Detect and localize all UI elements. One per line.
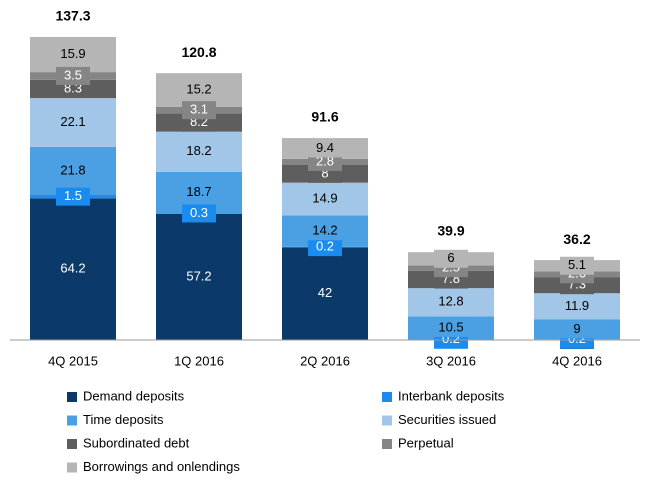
- data-label: 14.9: [312, 191, 337, 206]
- data-label: 15.2: [186, 81, 211, 96]
- data-label: 0.2: [316, 239, 334, 254]
- data-label: 18.7: [186, 184, 211, 199]
- label-box: [308, 139, 342, 158]
- label-box: [560, 297, 594, 316]
- label-box: [308, 284, 342, 303]
- legend-swatch: [67, 392, 77, 402]
- legend-swatch: [382, 439, 392, 449]
- total-label: 120.8: [181, 44, 216, 60]
- label-box: [56, 161, 90, 180]
- data-label: 15.9: [60, 46, 85, 61]
- legend-label: Interbank deposits: [398, 388, 505, 403]
- legend-label: Subordinated debt: [83, 435, 190, 450]
- label-box: [434, 249, 468, 268]
- data-label: 18.2: [186, 143, 211, 158]
- label-box: [308, 222, 342, 241]
- label-box: [434, 318, 468, 337]
- x-tick-label: 4Q 2015: [48, 353, 98, 368]
- legend-label: Securities issued: [398, 412, 496, 427]
- label-box: [182, 204, 216, 223]
- label-box: [56, 260, 90, 279]
- x-tick-label: 4Q 2016: [552, 353, 602, 368]
- legend-swatch: [382, 392, 392, 402]
- legend-label: Time deposits: [83, 412, 164, 427]
- label-box: [56, 45, 90, 64]
- x-tick-label: 2Q 2016: [300, 353, 350, 368]
- label-box: [182, 183, 216, 202]
- label-box: [182, 101, 216, 120]
- data-label: 1.5: [64, 188, 82, 203]
- label-box: [560, 320, 594, 339]
- data-label: 6: [447, 250, 454, 265]
- data-label: 14.2: [312, 223, 337, 238]
- total-label: 137.3: [55, 8, 90, 24]
- data-label: 21.8: [60, 162, 85, 177]
- label-box: [182, 142, 216, 161]
- label-box: [308, 190, 342, 209]
- label-box: [182, 80, 216, 99]
- data-label: 11.9: [565, 298, 589, 313]
- data-label: 42: [318, 285, 332, 300]
- legend-swatch: [382, 415, 392, 426]
- total-label: 36.2: [563, 231, 590, 247]
- data-label: 10.5: [438, 319, 463, 334]
- legend-swatch: [67, 462, 77, 473]
- data-label: 5.1: [568, 257, 586, 272]
- data-label: 8: [321, 165, 328, 180]
- label-box: [182, 267, 216, 286]
- data-label: 0.3: [190, 205, 208, 220]
- data-label: 9.4: [316, 140, 334, 155]
- data-label: 22.1: [60, 114, 85, 129]
- data-label: 9: [573, 321, 580, 336]
- legend-label: Borrowings and onlendings: [83, 459, 240, 474]
- x-tick-label: 1Q 2016: [174, 353, 224, 368]
- label-box: [560, 256, 594, 275]
- total-label: 91.6: [311, 109, 338, 125]
- legend-label: Perpetual: [398, 435, 454, 450]
- label-box: [308, 238, 342, 257]
- data-label: 64.2: [60, 261, 85, 276]
- label-box: [56, 66, 90, 85]
- x-tick-label: 3Q 2016: [426, 353, 476, 368]
- legend-swatch: [67, 415, 77, 426]
- data-label: 3.1: [190, 102, 208, 117]
- legend-swatch: [67, 439, 77, 449]
- label-box: [56, 113, 90, 132]
- label-box: [434, 293, 468, 312]
- data-label: 57.2: [186, 268, 211, 283]
- label-box: [56, 187, 90, 206]
- data-label: 3.5: [64, 67, 82, 82]
- legend-label: Demand deposits: [83, 388, 185, 403]
- total-label: 39.9: [437, 223, 464, 239]
- data-label: 12.8: [438, 294, 463, 309]
